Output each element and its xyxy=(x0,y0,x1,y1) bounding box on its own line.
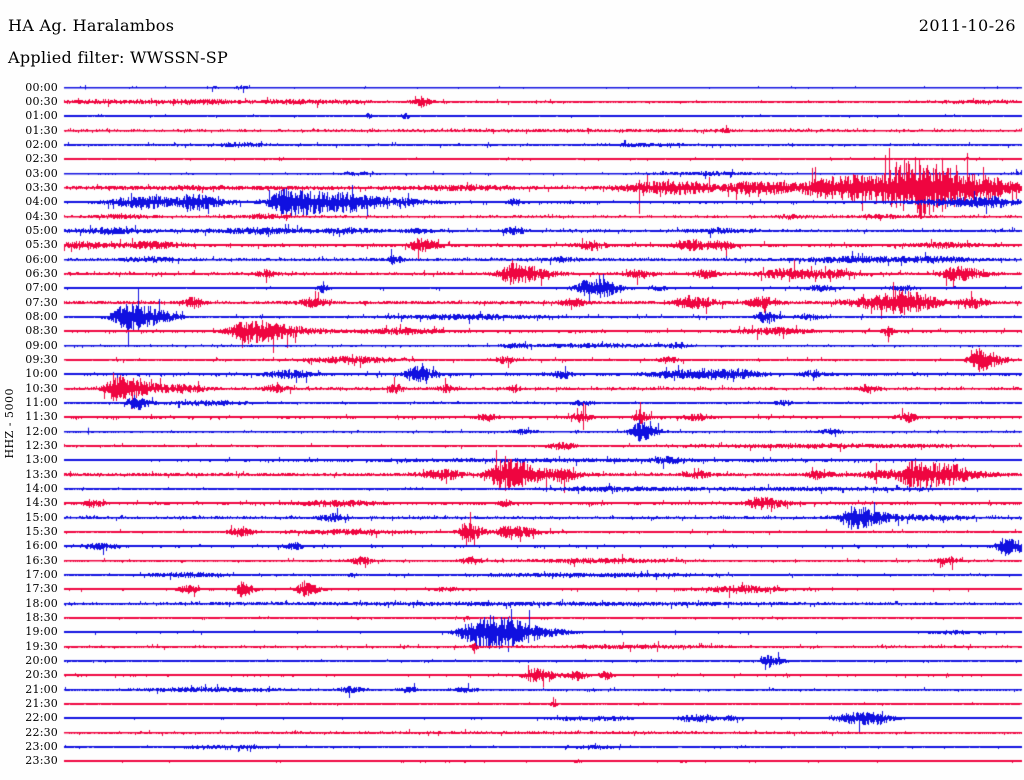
time-label-1130: 11:30 xyxy=(25,410,58,424)
time-label-0600: 06:00 xyxy=(25,252,58,266)
time-label-0030: 00:30 xyxy=(25,94,58,108)
time-label-1700: 17:00 xyxy=(25,568,58,582)
time-label-0230: 02:30 xyxy=(25,152,58,166)
time-label-0930: 09:30 xyxy=(25,352,58,366)
time-label-1030: 10:30 xyxy=(25,381,58,395)
time-label-0000: 00:00 xyxy=(25,80,58,94)
time-label-0100: 01:00 xyxy=(25,109,58,123)
time-label-0400: 04:00 xyxy=(25,195,58,209)
time-label-0900: 09:00 xyxy=(25,338,58,352)
time-label-0130: 01:30 xyxy=(25,123,58,137)
time-label-0800: 08:00 xyxy=(25,309,58,323)
time-label-2100: 21:00 xyxy=(25,682,58,696)
time-label-1930: 19:30 xyxy=(25,639,58,653)
time-label-1000: 10:00 xyxy=(25,367,58,381)
time-label-2030: 20:30 xyxy=(25,668,58,682)
time-label-2330: 23:30 xyxy=(25,754,58,768)
time-label-1530: 15:30 xyxy=(25,525,58,539)
time-label-1200: 12:00 xyxy=(25,424,58,438)
time-label-0830: 08:30 xyxy=(25,324,58,338)
time-label-1100: 11:00 xyxy=(25,395,58,409)
time-label-0700: 07:00 xyxy=(25,281,58,295)
time-label-0300: 03:00 xyxy=(25,166,58,180)
time-label-1430: 14:30 xyxy=(25,496,58,510)
time-label-1500: 15:00 xyxy=(25,510,58,524)
time-label-1800: 18:00 xyxy=(25,596,58,610)
time-label-0630: 06:30 xyxy=(25,266,58,280)
time-label-1900: 19:00 xyxy=(25,625,58,639)
time-label-0200: 02:00 xyxy=(25,137,58,151)
time-label-1630: 16:30 xyxy=(25,553,58,567)
time-label-2300: 23:00 xyxy=(25,740,58,754)
time-label-1400: 14:00 xyxy=(25,482,58,496)
time-label-0730: 07:30 xyxy=(25,295,58,309)
time-label-1330: 13:30 xyxy=(25,467,58,481)
time-label-0500: 05:00 xyxy=(25,223,58,237)
time-label-2230: 22:30 xyxy=(25,725,58,739)
time-label-0530: 05:30 xyxy=(25,238,58,252)
time-label-2200: 22:00 xyxy=(25,711,58,725)
time-label-0430: 04:30 xyxy=(25,209,58,223)
time-label-1600: 16:00 xyxy=(25,539,58,553)
time-label-1830: 18:30 xyxy=(25,611,58,625)
time-label-1230: 12:30 xyxy=(25,439,58,452)
time-label-1300: 13:00 xyxy=(25,453,58,467)
time-label-1730: 17:30 xyxy=(25,582,58,596)
time-label-0330: 03:30 xyxy=(25,180,58,194)
time-label-2130: 21:30 xyxy=(25,697,58,711)
time-label-2000: 20:00 xyxy=(25,654,58,668)
